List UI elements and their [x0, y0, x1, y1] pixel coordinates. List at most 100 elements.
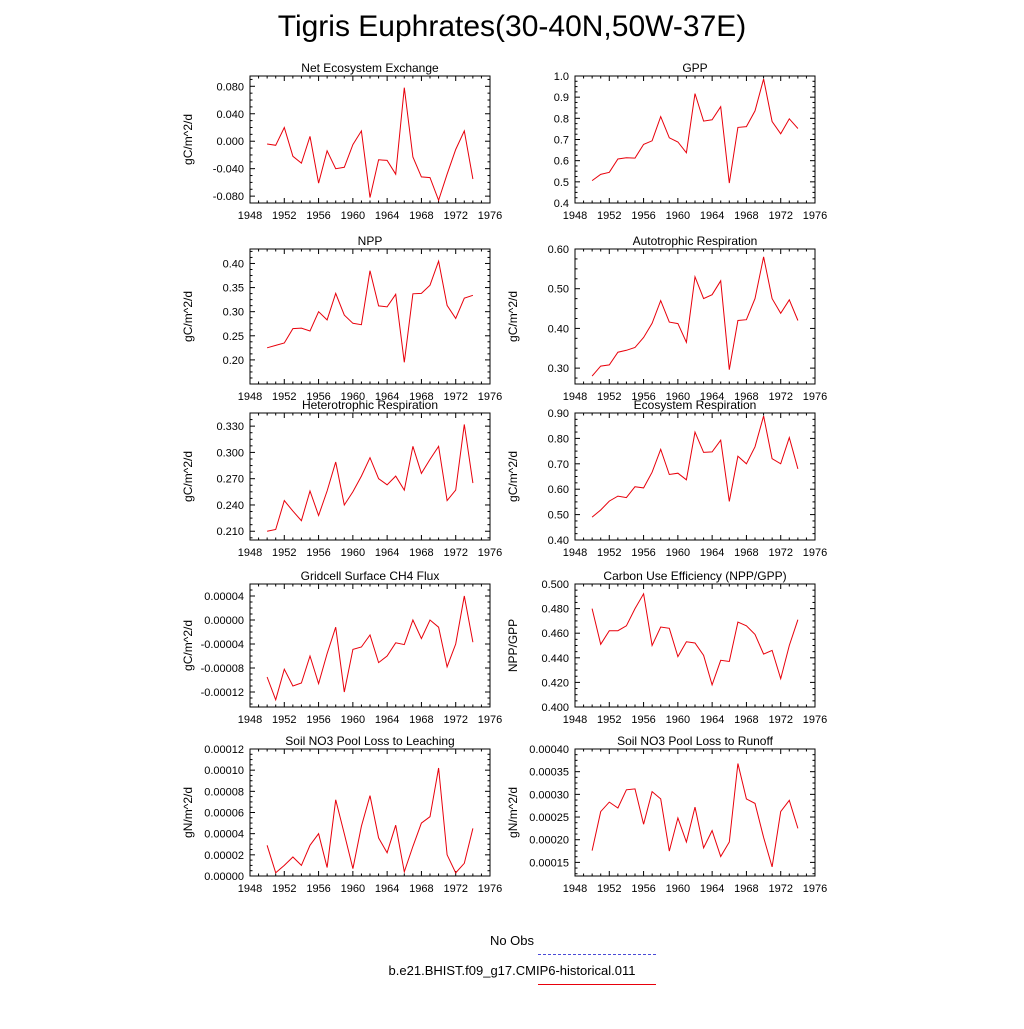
x-tick-label: 1964 — [700, 883, 724, 895]
y-tick-label: 0.00025 — [529, 812, 569, 824]
data-point — [404, 87, 405, 88]
data-point — [652, 140, 653, 141]
data-point — [318, 683, 319, 684]
data-point — [772, 650, 773, 651]
data-point — [275, 529, 276, 530]
data-point — [464, 130, 465, 131]
data-point — [352, 323, 353, 324]
data-point — [292, 328, 293, 329]
x-tick-label: 1960 — [666, 391, 690, 403]
data-point — [387, 306, 388, 307]
x-tick-label: 1976 — [478, 714, 502, 726]
data-point — [318, 833, 319, 834]
data-point — [643, 593, 644, 594]
data-point — [447, 666, 448, 667]
y-tick-label: 0.40 — [548, 323, 569, 335]
data-point — [703, 452, 704, 453]
data-point — [335, 461, 336, 462]
y-tick-label: 0.00004 — [204, 829, 244, 841]
data-point — [797, 128, 798, 129]
data-point — [763, 256, 764, 257]
x-tick-label: 1960 — [341, 210, 365, 222]
data-point — [327, 653, 328, 654]
y-tick-label: 0.480 — [541, 604, 569, 616]
data-point — [455, 643, 456, 644]
data-point — [429, 619, 430, 620]
data-point — [361, 475, 362, 476]
data-point — [677, 817, 678, 818]
data-point — [447, 500, 448, 501]
x-tick-label: 1960 — [341, 714, 365, 726]
x-tick-label: 1952 — [272, 210, 296, 222]
data-point — [797, 619, 798, 620]
data-point — [712, 684, 713, 685]
x-tick-label: 1948 — [238, 714, 262, 726]
data-point — [626, 350, 627, 351]
y-tick-label: 0.270 — [216, 474, 244, 486]
data-point — [609, 364, 610, 365]
y-axis-label: gC/m^2/d — [181, 114, 195, 165]
data-point — [634, 347, 635, 348]
x-tick-label: 1976 — [803, 210, 827, 222]
data-point — [421, 822, 422, 823]
data-point — [789, 299, 790, 300]
y-tick-label: 0.210 — [216, 526, 244, 538]
data-point — [387, 655, 388, 656]
data-point — [592, 517, 593, 518]
data-point — [737, 320, 738, 321]
data-point — [617, 352, 618, 353]
data-point — [429, 459, 430, 460]
data-point — [686, 479, 687, 480]
y-tick-label: 0.50 — [548, 510, 569, 522]
y-tick-label: 0.60 — [548, 484, 569, 496]
y-tick-label: 0.70 — [548, 459, 569, 471]
y-tick-label: 0.90 — [548, 408, 569, 420]
data-point — [369, 634, 370, 635]
data-point — [369, 270, 370, 271]
x-tick-label: 1964 — [375, 883, 399, 895]
data-point — [284, 342, 285, 343]
x-tick-label: 1964 — [700, 391, 724, 403]
x-tick-label: 1960 — [666, 714, 690, 726]
panel-title: Net Ecosystem Exchange — [301, 61, 439, 75]
y-axis-label: gC/m^2/d — [506, 291, 520, 342]
data-point — [729, 841, 730, 842]
x-tick-label: 1972 — [768, 391, 792, 403]
data-point — [754, 803, 755, 804]
y-tick-label: 0.330 — [216, 421, 244, 433]
y-tick-label: -0.00004 — [201, 639, 244, 651]
y-tick-label: 0.8 — [554, 113, 569, 125]
data-point — [617, 807, 618, 808]
data-point — [652, 472, 653, 473]
x-tick-label: 1976 — [478, 391, 502, 403]
y-tick-label: 0.460 — [541, 628, 569, 640]
data-point — [429, 285, 430, 286]
data-point — [472, 642, 473, 643]
panel-net-ecosystem-exchange: Net Ecosystem Exchange gC/m^2/d 1948 1952 19… — [181, 61, 502, 222]
data-point — [737, 456, 738, 457]
data-point — [438, 767, 439, 768]
x-tick-label: 1952 — [272, 547, 296, 559]
data-point — [378, 305, 379, 306]
panel-title: Soil NO3 Pool Loss to Runoff — [617, 734, 774, 748]
data-point — [335, 293, 336, 294]
y-tick-label: 0.040 — [216, 109, 244, 121]
data-point — [284, 669, 285, 670]
data-point — [404, 644, 405, 645]
data-point — [309, 845, 310, 846]
data-point — [652, 323, 653, 324]
x-tick-label: 1964 — [375, 547, 399, 559]
y-tick-label: 0.4 — [554, 198, 569, 210]
data-point — [344, 167, 345, 168]
x-tick-label: 1948 — [238, 391, 262, 403]
data-point — [292, 856, 293, 857]
y-tick-label: 1.0 — [554, 71, 569, 83]
data-point — [669, 474, 670, 475]
data-point — [626, 497, 627, 498]
x-tick-label: 1952 — [597, 391, 621, 403]
panel-autotrophic-respiration: Autotrophic Respiration gC/m^2/d 1948 1952 1… — [506, 234, 827, 403]
data-point — [292, 156, 293, 157]
data-point — [301, 520, 302, 521]
data-point — [797, 828, 798, 829]
